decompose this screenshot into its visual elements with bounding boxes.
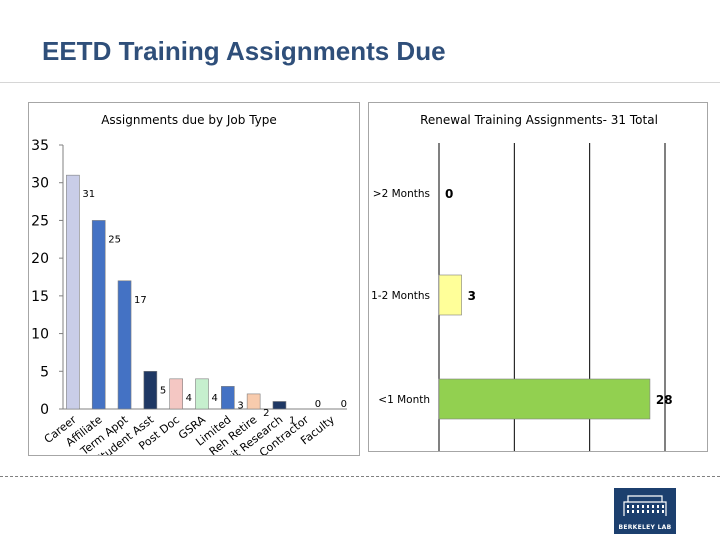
bar-value-label: 2 (263, 408, 269, 419)
job-type-chart: Assignments due by Job Type 0 5 10 15 20 25 30 3… (28, 102, 360, 471)
bar-3 (143, 370, 158, 410)
y-category-label: 1-2 Months (371, 290, 430, 302)
bar-value-label: 5 (160, 385, 166, 396)
y-tick-label: 20 (31, 251, 49, 267)
bar-value-label: 4 (212, 393, 218, 404)
bar-value-label: 4 (186, 393, 192, 404)
bar-value-label: 0 (315, 399, 321, 410)
y-tick-label: 35 (31, 138, 49, 154)
berkeley-lab-logo: BERKELEY LAB (614, 488, 676, 534)
hbar-2 (438, 378, 651, 420)
renewal-chart-svg: Renewal Training Assignments- 31 Total 0 1… (371, 113, 673, 477)
hbar-value-label: 3 (468, 289, 476, 303)
hbar-value-label: 0 (445, 187, 453, 201)
footer-divider (0, 476, 720, 477)
job-type-chart-title: Assignments due by Job Type (101, 113, 277, 127)
bar-0 (66, 174, 80, 410)
bar-value-label: 17 (134, 295, 147, 306)
bar-value-label: 0 (341, 399, 347, 410)
bar-1 (91, 220, 106, 410)
renewal-chart: Renewal Training Assignments- 31 Total 0 1… (368, 102, 708, 477)
y-category-label: >2 Months (373, 188, 430, 200)
logo-text: BERKELEY LAB (618, 524, 672, 531)
bar-value-label: 25 (108, 234, 121, 245)
bar-value-label: 3 (237, 400, 243, 411)
bar-value-label: 1 (289, 415, 295, 426)
bar-8 (272, 401, 287, 410)
bar-value-label: 31 (82, 189, 95, 200)
slide-title: EETD Training Assignments Due (42, 36, 446, 66)
y-tick-label: 30 (31, 176, 49, 192)
y-tick-label: 5 (40, 364, 49, 380)
bar-6 (221, 386, 235, 410)
y-category-label: <1 Month (378, 394, 430, 406)
bar-5 (195, 378, 209, 410)
y-tick-label: 25 (31, 213, 49, 229)
y-tick-label: 10 (31, 327, 49, 343)
building-icon (623, 495, 667, 516)
bar-4 (169, 378, 183, 410)
renewal-chart-title: Renewal Training Assignments- 31 Total (420, 113, 658, 127)
hbar-value-label: 28 (656, 393, 673, 407)
bar-7 (246, 393, 261, 410)
title-divider (0, 82, 720, 83)
y-tick-label: 15 (31, 289, 49, 305)
job-type-chart-svg: Assignments due by Job Type0510152025303… (31, 113, 347, 471)
y-tick-label: 0 (40, 402, 49, 418)
bar-2 (117, 280, 132, 410)
hbar-1 (438, 274, 462, 316)
